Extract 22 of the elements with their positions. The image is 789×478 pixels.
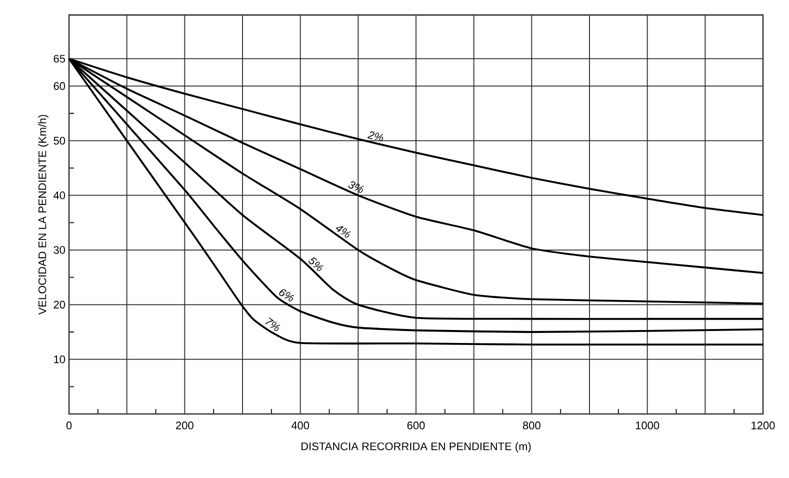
y-tick-label: 50 (54, 136, 66, 145)
y-tick-label: 20 (54, 300, 66, 309)
annotation: 4% (336, 226, 352, 238)
x-axis-title: DISTANCIA RECORRIDA EN PENDIENTE (m) (302, 442, 531, 452)
y-axis-title: VELOCIDAD EN LA PENDIENTE (Km/h) (38, 114, 48, 315)
y-tick-label: 10 (54, 355, 66, 364)
y-tick-label: 60 (54, 82, 66, 90)
annotation: 5% (308, 257, 324, 272)
x-tick-label: 0 (66, 422, 72, 430)
x-tick-label: 1000 (636, 422, 660, 430)
y-tick-label: 40 (53, 191, 66, 200)
x-tick-label: 1200 (752, 422, 775, 430)
annotation: 6% (279, 289, 294, 302)
annotation: 3% (348, 181, 364, 193)
x-tick-label: 600 (407, 422, 425, 430)
y-tick-label: 65 (54, 54, 65, 63)
y-tick-label: 30 (54, 246, 66, 254)
x-tick-label: 400 (291, 422, 310, 430)
annotation: 2% (367, 131, 384, 142)
x-tick-label: 200 (176, 422, 194, 430)
x-tick-label: 800 (522, 422, 540, 430)
annotation: 7% (265, 318, 280, 331)
